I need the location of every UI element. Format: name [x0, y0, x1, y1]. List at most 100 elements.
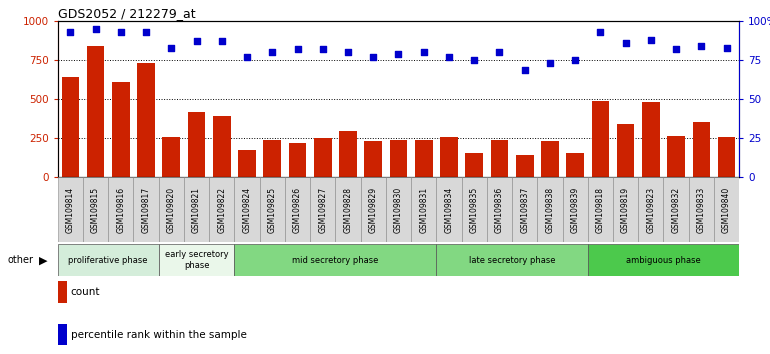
FancyBboxPatch shape: [58, 244, 159, 276]
FancyBboxPatch shape: [588, 244, 739, 276]
Text: GSM109835: GSM109835: [470, 187, 479, 233]
Text: GSM109817: GSM109817: [142, 187, 151, 233]
Bar: [490, 141, 508, 177]
FancyBboxPatch shape: [537, 177, 563, 242]
Point: [190, 39, 203, 44]
FancyBboxPatch shape: [133, 177, 159, 242]
Point: [64, 29, 76, 35]
Point: [89, 26, 102, 32]
Bar: [87, 46, 105, 177]
Text: GSM109816: GSM109816: [116, 187, 126, 233]
FancyBboxPatch shape: [638, 177, 664, 242]
Point: [619, 40, 631, 46]
Text: GSM109822: GSM109822: [217, 187, 226, 233]
Text: other: other: [8, 255, 34, 265]
Text: GSM109833: GSM109833: [697, 187, 706, 233]
Bar: [137, 63, 155, 177]
Point: [569, 57, 581, 63]
Text: GSM109820: GSM109820: [167, 187, 176, 233]
Text: GSM109832: GSM109832: [671, 187, 681, 233]
Bar: [289, 143, 306, 177]
Bar: [718, 137, 735, 177]
Bar: [238, 150, 256, 177]
Text: GSM109815: GSM109815: [91, 187, 100, 233]
Bar: [692, 122, 710, 177]
Text: GSM109819: GSM109819: [621, 187, 630, 233]
Text: GSM109834: GSM109834: [444, 187, 454, 233]
Point: [316, 46, 329, 52]
FancyBboxPatch shape: [159, 244, 234, 276]
Bar: [162, 137, 180, 177]
FancyBboxPatch shape: [159, 177, 184, 242]
FancyBboxPatch shape: [437, 244, 588, 276]
FancyBboxPatch shape: [234, 177, 259, 242]
FancyBboxPatch shape: [563, 177, 588, 242]
Bar: [314, 138, 332, 177]
Bar: [213, 116, 231, 177]
Text: GSM109825: GSM109825: [268, 187, 276, 233]
Bar: [263, 141, 281, 177]
Point: [140, 29, 152, 35]
Point: [392, 51, 404, 57]
FancyBboxPatch shape: [310, 177, 336, 242]
Bar: [591, 101, 609, 177]
FancyBboxPatch shape: [664, 177, 688, 242]
FancyBboxPatch shape: [285, 177, 310, 242]
Text: GSM109830: GSM109830: [394, 187, 403, 233]
Bar: [62, 77, 79, 177]
FancyBboxPatch shape: [688, 177, 714, 242]
FancyBboxPatch shape: [411, 177, 437, 242]
FancyBboxPatch shape: [336, 177, 360, 242]
Text: ambiguous phase: ambiguous phase: [626, 256, 701, 265]
FancyBboxPatch shape: [437, 177, 461, 242]
Bar: [566, 153, 584, 177]
Point: [518, 67, 531, 72]
Bar: [188, 112, 206, 177]
FancyBboxPatch shape: [487, 177, 512, 242]
Text: proliferative phase: proliferative phase: [69, 256, 148, 265]
Text: GSM109814: GSM109814: [66, 187, 75, 233]
FancyBboxPatch shape: [588, 177, 613, 242]
FancyBboxPatch shape: [109, 177, 133, 242]
Bar: [642, 102, 660, 177]
Bar: [112, 82, 129, 177]
Text: early secretory
phase: early secretory phase: [165, 251, 229, 270]
Text: GSM109839: GSM109839: [571, 187, 580, 233]
Text: GSM109821: GSM109821: [192, 187, 201, 233]
Text: count: count: [71, 287, 100, 297]
Point: [115, 29, 127, 35]
Point: [494, 50, 506, 55]
Text: GSM109838: GSM109838: [545, 187, 554, 233]
Point: [367, 54, 380, 60]
Point: [644, 37, 657, 43]
Point: [165, 45, 177, 51]
Text: GSM109831: GSM109831: [419, 187, 428, 233]
FancyBboxPatch shape: [714, 177, 739, 242]
Bar: [415, 139, 433, 177]
Text: GSM109829: GSM109829: [369, 187, 378, 233]
Text: GSM109818: GSM109818: [596, 187, 605, 233]
FancyBboxPatch shape: [234, 244, 437, 276]
Text: GSM109836: GSM109836: [495, 187, 504, 233]
Bar: [390, 141, 407, 177]
Point: [241, 54, 253, 60]
Text: mid secretory phase: mid secretory phase: [292, 256, 379, 265]
FancyBboxPatch shape: [386, 177, 411, 242]
Text: GSM109837: GSM109837: [521, 187, 529, 233]
Point: [468, 57, 480, 63]
FancyBboxPatch shape: [209, 177, 234, 242]
Bar: [364, 141, 382, 177]
FancyBboxPatch shape: [461, 177, 487, 242]
Text: percentile rank within the sample: percentile rank within the sample: [71, 330, 246, 339]
Point: [417, 50, 430, 55]
Text: GSM109823: GSM109823: [646, 187, 655, 233]
FancyBboxPatch shape: [360, 177, 386, 242]
Bar: [541, 141, 559, 177]
Point: [594, 29, 607, 35]
Point: [544, 61, 556, 66]
Bar: [465, 153, 483, 177]
Point: [721, 45, 733, 51]
Point: [670, 46, 682, 52]
Text: GSM109827: GSM109827: [318, 187, 327, 233]
Text: GSM109840: GSM109840: [722, 187, 731, 233]
